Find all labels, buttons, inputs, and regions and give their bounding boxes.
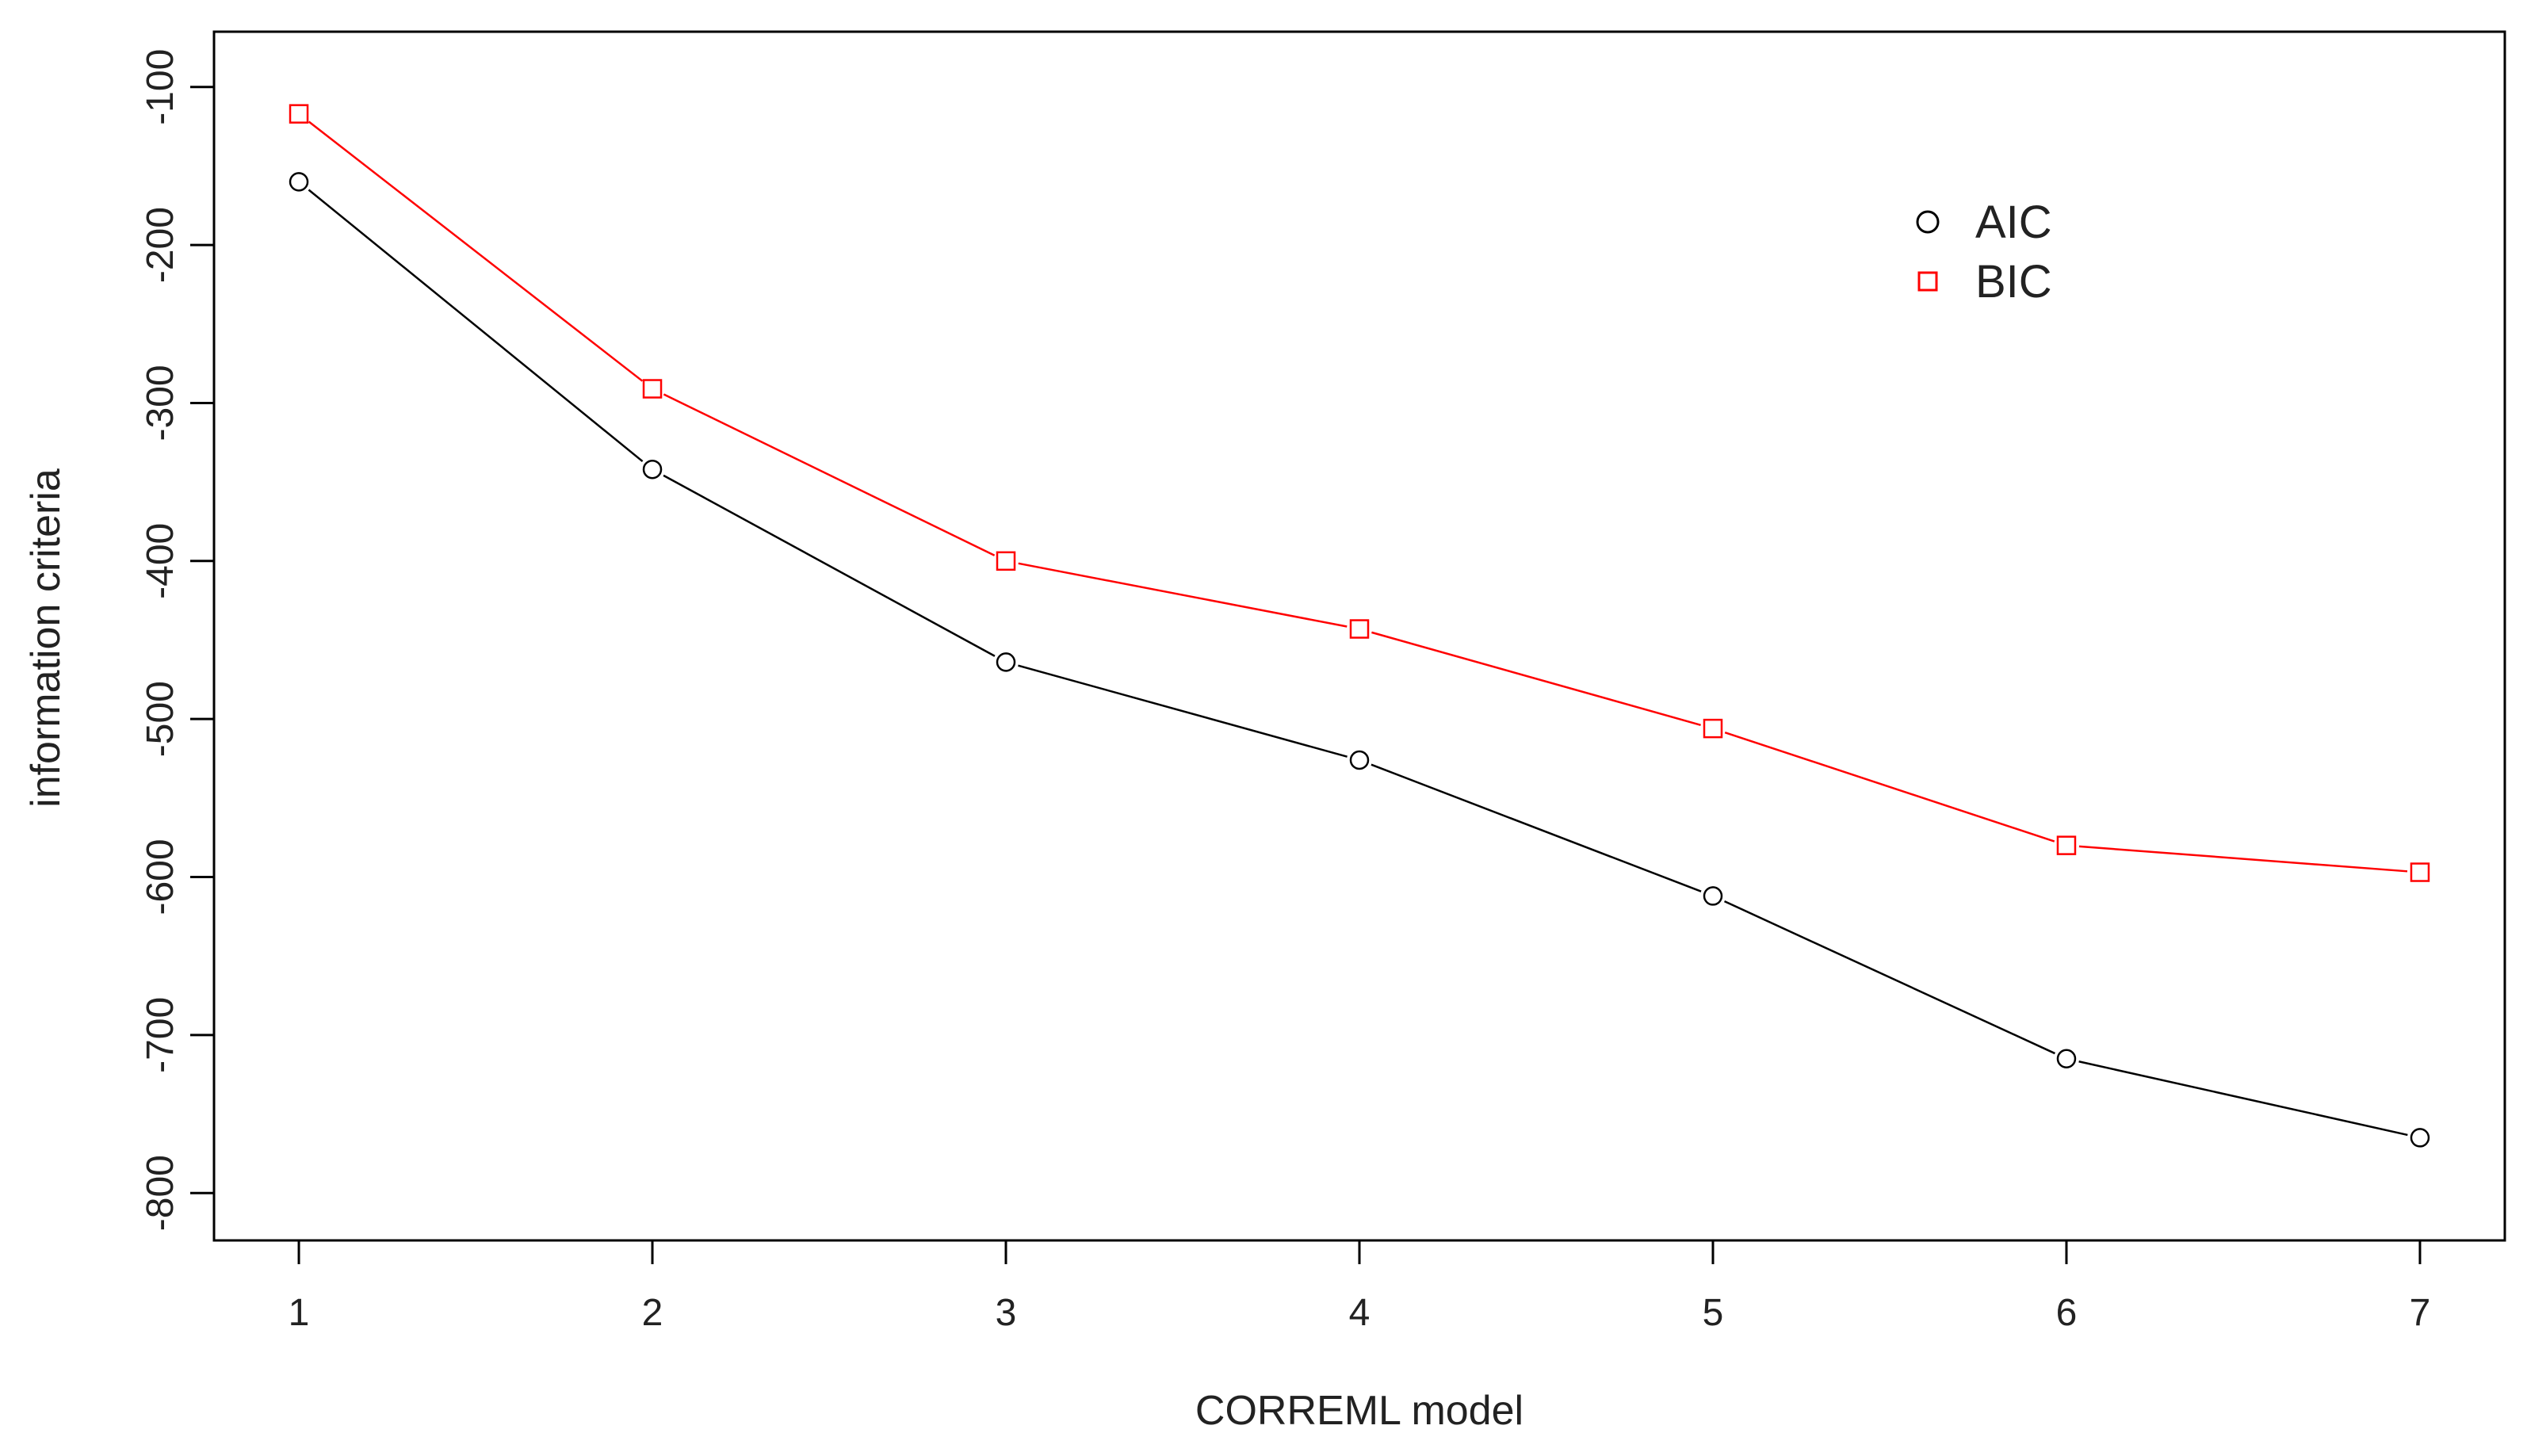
x-tick-label: 4 <box>1349 1292 1371 1334</box>
x-tick-label: 1 <box>289 1292 310 1334</box>
x-tick-label: 5 <box>1703 1292 1724 1334</box>
legend-item-aic: AIC <box>1916 197 2052 248</box>
series-segment <box>1723 900 2055 1055</box>
y-tick-label: -800 <box>140 1155 182 1231</box>
series-segment <box>663 393 996 556</box>
data-point <box>289 172 309 192</box>
data-point <box>289 104 309 124</box>
legend-item-bic: BIC <box>1917 256 2052 308</box>
x-tick-label: 7 <box>2410 1292 2431 1334</box>
data-point <box>642 379 663 399</box>
x-tick-label: 3 <box>996 1292 1017 1334</box>
legend-label: AIC <box>1975 197 2052 248</box>
legend-label: BIC <box>1975 256 2052 308</box>
y-axis: -100 -200 -300 -400 -500 -600 -700 -800 <box>140 49 216 1231</box>
data-point <box>2056 835 2077 855</box>
series-segment <box>663 474 996 657</box>
legend: AIC BIC <box>1916 197 2052 308</box>
data-point <box>1349 750 1370 770</box>
series-segment <box>2078 845 2408 873</box>
data-point <box>2410 1128 2430 1148</box>
series-segment <box>308 120 644 382</box>
data-point <box>1703 718 1723 739</box>
data-point <box>642 459 663 480</box>
y-tick-label: -700 <box>140 997 182 1073</box>
x-axis-label: CORREML model <box>1195 1388 1523 1434</box>
y-tick-label: -100 <box>140 49 182 125</box>
x-axis: 1 2 3 4 5 6 7 <box>289 1239 2431 1334</box>
series-bic <box>289 104 2430 882</box>
data-point <box>1349 619 1370 639</box>
legend-marker <box>1917 271 1938 292</box>
data-point <box>2056 1049 2077 1069</box>
y-tick-label: -200 <box>140 207 182 283</box>
x-tick-label: 6 <box>2056 1292 2078 1334</box>
y-tick-label: -500 <box>140 681 182 757</box>
data-point <box>2410 862 2430 882</box>
data-point <box>1703 886 1723 906</box>
series-segment <box>1018 562 1348 628</box>
series-layer <box>289 104 2430 1148</box>
series-segment <box>1371 631 1701 726</box>
series-segment <box>1018 664 1348 758</box>
series-segment <box>1371 763 1702 892</box>
series-segment <box>2078 1060 2408 1137</box>
y-tick-label: -600 <box>140 839 182 915</box>
y-tick-label: -300 <box>140 365 182 441</box>
legend-marker <box>1916 210 1940 234</box>
y-tick-label: -400 <box>140 523 182 599</box>
series-segment <box>1724 731 2055 843</box>
series-segment <box>308 189 644 463</box>
y-axis-label: information criteria <box>23 468 69 808</box>
series-aic <box>289 172 2430 1148</box>
x-tick-label: 2 <box>642 1292 663 1334</box>
data-point <box>996 652 1016 672</box>
data-point <box>996 551 1016 571</box>
